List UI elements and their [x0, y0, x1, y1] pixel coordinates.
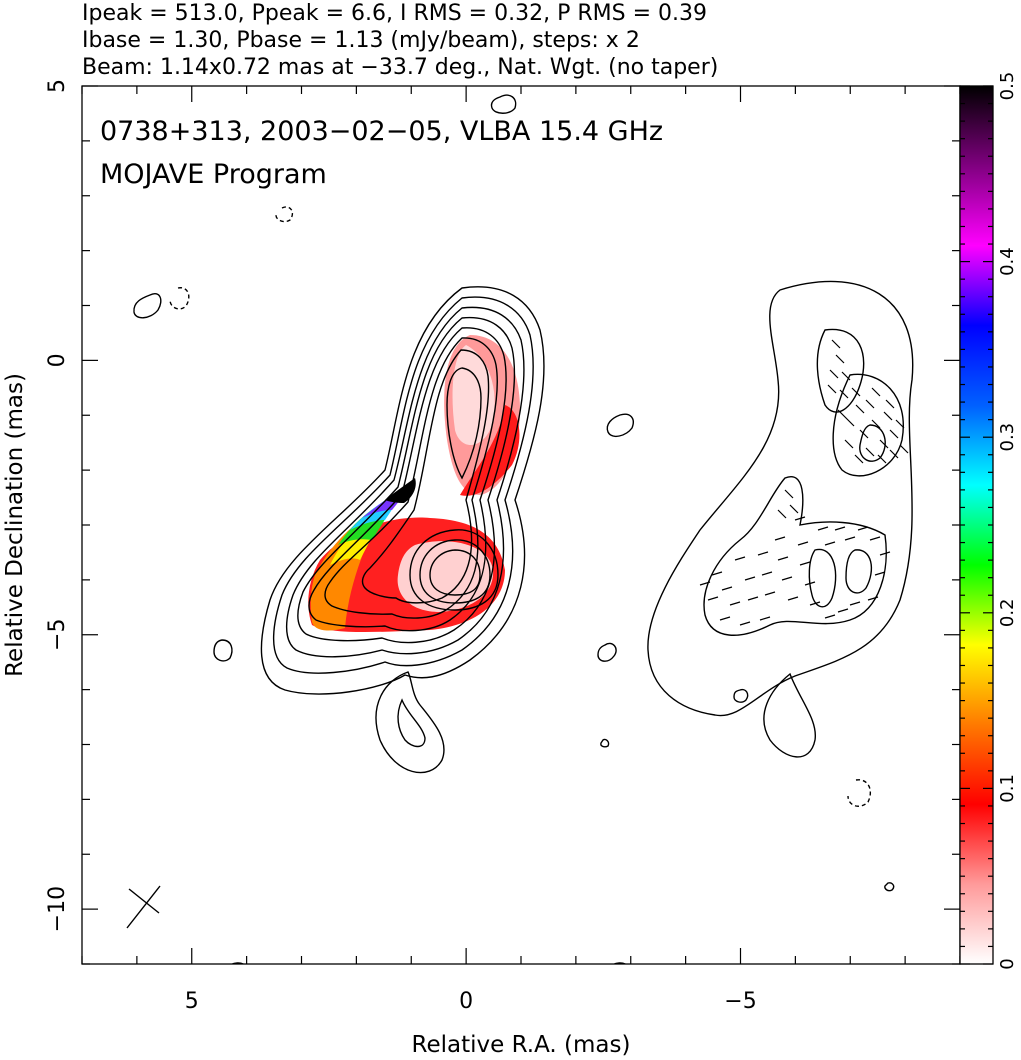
- chart-title: 0738+313, 2003−02−05, VLBA 15.4 GHz: [100, 116, 663, 147]
- header-line-1: Ipeak = 513.0, Ppeak = 6.6, I RMS = 0.32…: [82, 1, 707, 26]
- x-tick-label: −5: [724, 989, 756, 1014]
- y-tick-label: −10: [45, 886, 70, 932]
- restoring-beam-marker: [126, 885, 161, 929]
- colorbar: 0 0.1 0.2 0.3 0.4 0.5: [959, 72, 1018, 970]
- colorbar-tick-label: 0.1: [997, 774, 1018, 803]
- colorbar-tick-label: 0.3: [997, 423, 1018, 452]
- colorbar-tick-label: 0: [997, 958, 1018, 969]
- total-intensity-contours: [133, 94, 895, 964]
- map-content: [126, 94, 914, 964]
- header-line-3: Beam: 1.14x0.72 mas at −33.7 deg., Nat. …: [82, 55, 718, 80]
- polarization-color-map: [308, 335, 520, 633]
- y-axis-label: Relative Declination (mas): [2, 373, 28, 677]
- colorbar-tick-label: 0.2: [997, 598, 1018, 627]
- polarization-vectors: [699, 339, 909, 626]
- plot-area: 5 0 −5 5 0 −5 −10 0738+313, 2003−02−05, …: [2, 79, 961, 1058]
- x-axis-label: Relative R.A. (mas): [412, 1032, 631, 1058]
- x-tick-label: 0: [459, 989, 473, 1014]
- pol-region-edge-black: [385, 478, 416, 503]
- pol-region-north-inner: [452, 345, 495, 445]
- y-tick-label: −5: [45, 619, 70, 651]
- colorbar-gradient: [959, 85, 994, 965]
- y-tick-label: 0: [45, 353, 70, 367]
- colorbar-tick-labels: 0 0.1 0.2 0.3 0.4 0.5: [997, 72, 1018, 970]
- y-tick-label: 5: [45, 79, 70, 93]
- pol-region-north-edge: [460, 405, 520, 496]
- axis-ticks: [81, 85, 961, 965]
- colorbar-ticks: [960, 85, 993, 965]
- y-tick-labels: 5 0 −5 −10: [45, 79, 70, 932]
- x-tick-label: 5: [185, 989, 199, 1014]
- chart-subtitle: MOJAVE Program: [100, 159, 327, 190]
- colorbar-tick-label: 0.4: [997, 247, 1018, 276]
- polarized-intensity-contours: [647, 280, 914, 758]
- x-tick-labels: 5 0 −5: [185, 989, 757, 1014]
- colorbar-tick-label: 0.5: [997, 72, 1018, 101]
- header-line-2: Ibase = 1.30, Pbase = 1.13 (mJy/beam), s…: [82, 28, 640, 53]
